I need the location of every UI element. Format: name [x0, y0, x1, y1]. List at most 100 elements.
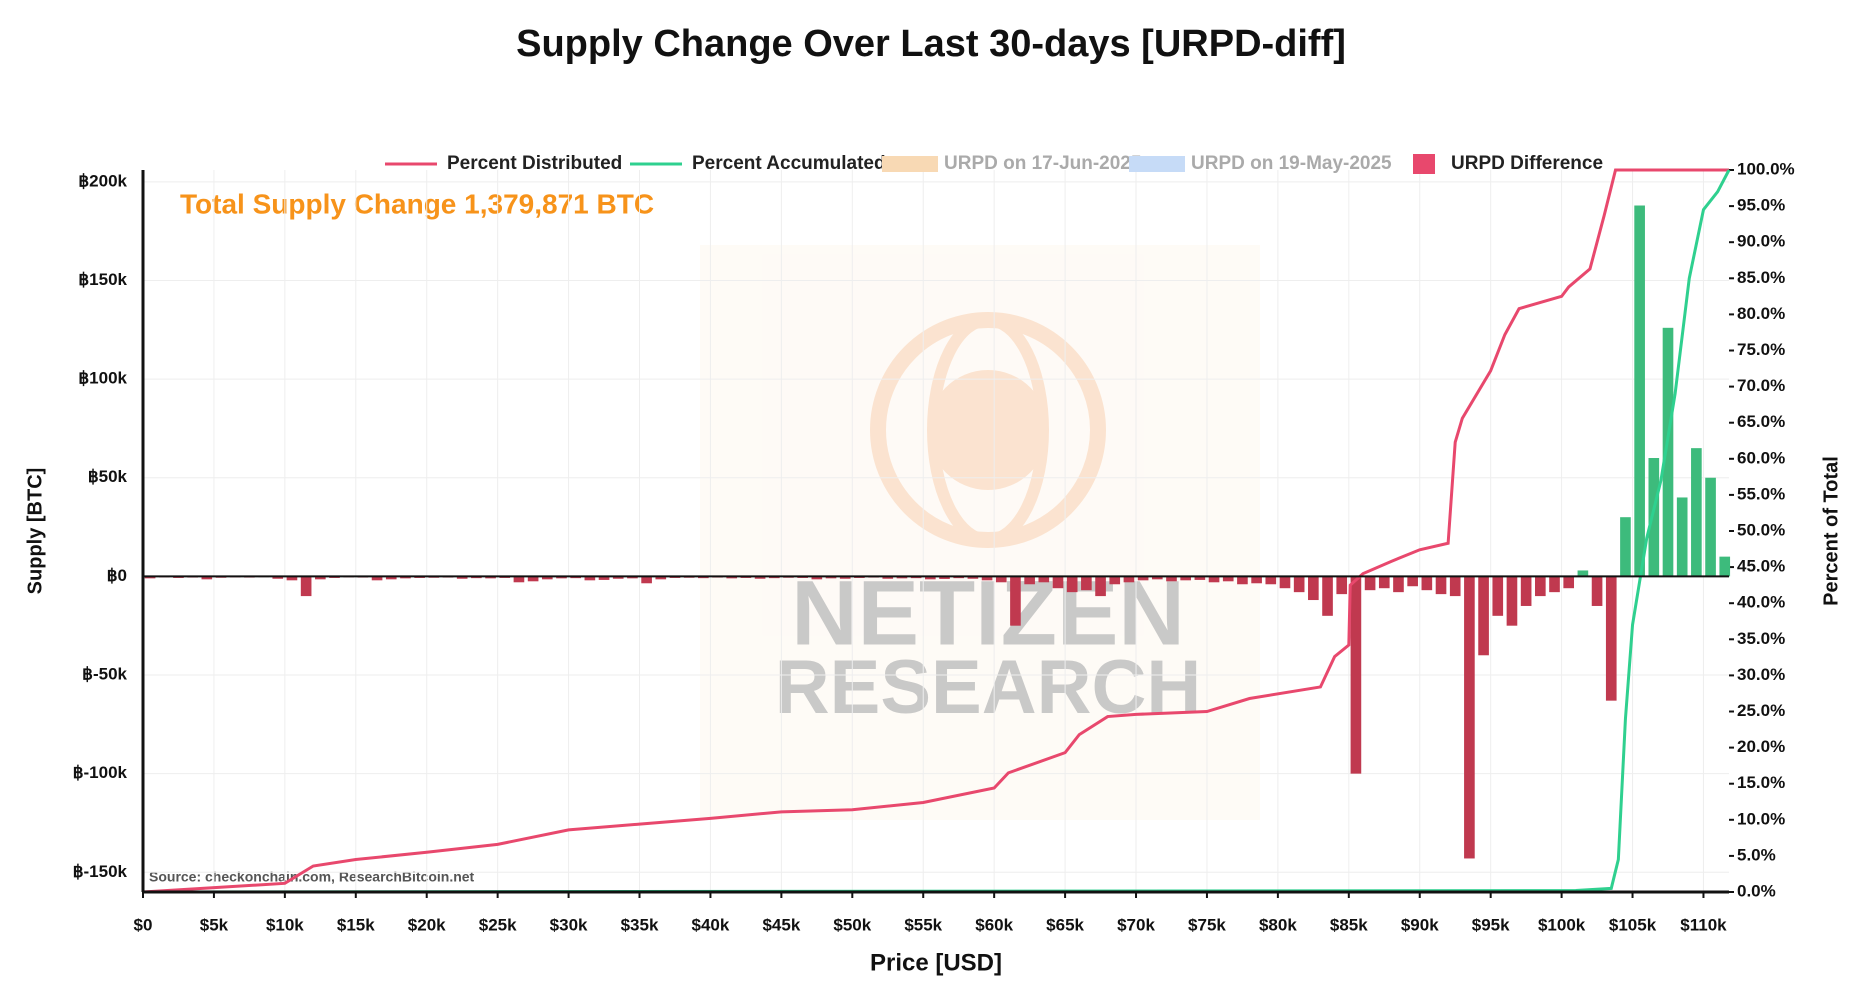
bar — [1081, 576, 1092, 591]
watermark-globe — [870, 312, 1106, 548]
y2-tick-label: 60.0% — [1737, 448, 1785, 467]
bar — [1208, 576, 1220, 583]
bar — [1676, 497, 1688, 577]
x-tick-label: $110k — [1680, 915, 1727, 934]
bar — [811, 576, 823, 580]
legend-label: URPD on 17-Jun-2025 — [944, 153, 1142, 174]
y2-tick-label: 0.0% — [1737, 881, 1776, 900]
bar — [939, 576, 950, 579]
bar — [541, 576, 553, 580]
bar — [201, 576, 213, 580]
legend-swatch — [1413, 154, 1435, 174]
y-tick-label: ฿200k — [78, 171, 127, 190]
y2-tick-label: 90.0% — [1737, 232, 1785, 251]
bar — [1492, 576, 1504, 616]
x-tick-label: $50k — [833, 915, 871, 934]
x-tick-label: $60k — [975, 915, 1013, 934]
bar — [1464, 576, 1475, 859]
bar — [598, 576, 610, 580]
bar — [1251, 576, 1262, 584]
bar — [1691, 448, 1702, 577]
x-tick-label: $85k — [1330, 915, 1368, 934]
bar — [1180, 576, 1191, 581]
bar — [1052, 576, 1064, 589]
x-tick-label: $40k — [692, 915, 730, 934]
y2-tick-label: 30.0% — [1737, 665, 1785, 684]
bar — [1605, 576, 1617, 701]
y-tick-label: ฿-100k — [73, 763, 128, 782]
bar — [1478, 576, 1489, 656]
source: Source: checkonchain.com, ResearchBitcoi… — [149, 869, 475, 885]
bar — [300, 576, 312, 597]
x-tick-label: $25k — [479, 915, 517, 934]
bar — [1421, 576, 1433, 591]
bar — [315, 576, 326, 580]
y2-axis-label: Percent of Total — [1820, 456, 1842, 606]
x-tick-label: $15k — [337, 915, 375, 934]
y2-tick-label: 50.0% — [1737, 520, 1785, 539]
bar — [513, 576, 525, 583]
x-tick-label: $35k — [621, 915, 659, 934]
bar — [1719, 556, 1731, 577]
bar — [1123, 576, 1135, 583]
bar — [1137, 576, 1149, 581]
bar — [371, 576, 383, 581]
bar — [1010, 576, 1021, 626]
bar — [882, 576, 894, 579]
bar — [995, 576, 1007, 583]
bar — [1520, 576, 1532, 606]
y2-tick-label: 75.0% — [1737, 340, 1785, 359]
bar — [1407, 576, 1418, 587]
y2-tick-label: 95.0% — [1737, 196, 1785, 215]
x-tick-label: $0 — [134, 915, 153, 934]
bar — [1435, 576, 1447, 595]
bar — [612, 576, 624, 579]
x-tick-label: $55k — [904, 915, 942, 934]
bar — [1222, 576, 1234, 582]
legend-swatch — [882, 156, 938, 172]
y-tick-label: ฿0 — [107, 566, 127, 585]
bar — [1293, 576, 1305, 593]
bar — [385, 576, 397, 580]
x-tick-label: $90k — [1401, 915, 1439, 934]
watermark-text: RESEARCH — [775, 645, 1202, 730]
bar — [1648, 458, 1660, 577]
bar — [641, 576, 652, 584]
bar — [1279, 576, 1291, 589]
line — [142, 169, 1731, 894]
bar — [1535, 576, 1546, 597]
bar — [1620, 517, 1631, 577]
x-tick-label: $95k — [1472, 915, 1510, 934]
y2-tick-label: 10.0% — [1737, 809, 1785, 828]
bar — [1364, 576, 1376, 591]
y-tick-label: ฿100k — [78, 369, 127, 388]
y2-tick-label: 85.0% — [1737, 268, 1785, 287]
bar — [967, 576, 979, 579]
x-tick-label: $70k — [1117, 915, 1155, 934]
bar — [1662, 327, 1674, 577]
bar — [839, 576, 851, 579]
bar — [456, 576, 468, 579]
bar — [1506, 576, 1518, 626]
watermark-panel — [700, 245, 1260, 820]
y2-tick-label: 20.0% — [1737, 737, 1785, 756]
x-tick-label: $10k — [266, 915, 304, 934]
bar — [1237, 576, 1248, 585]
bar — [1591, 576, 1603, 606]
legend-label: Percent Accumulated — [692, 153, 886, 174]
watermark — [700, 245, 1260, 820]
x-tick-label: $80k — [1259, 915, 1297, 934]
legend-label: Percent Distributed — [447, 153, 622, 174]
watermark-globe — [927, 314, 1049, 546]
bar — [1308, 576, 1319, 601]
y2-tick-label: 65.0% — [1737, 412, 1785, 431]
y-axis-label: Supply [BTC] — [24, 468, 46, 595]
y2-tick-label: 5.0% — [1737, 845, 1776, 864]
bar — [1166, 576, 1177, 582]
y2-tick-label: 35.0% — [1737, 629, 1785, 648]
y2-tick-label: 40.0% — [1737, 593, 1785, 612]
bar — [584, 576, 596, 581]
x-tick-label: $45k — [762, 915, 800, 934]
y2-tick-label: 55.0% — [1737, 484, 1785, 503]
